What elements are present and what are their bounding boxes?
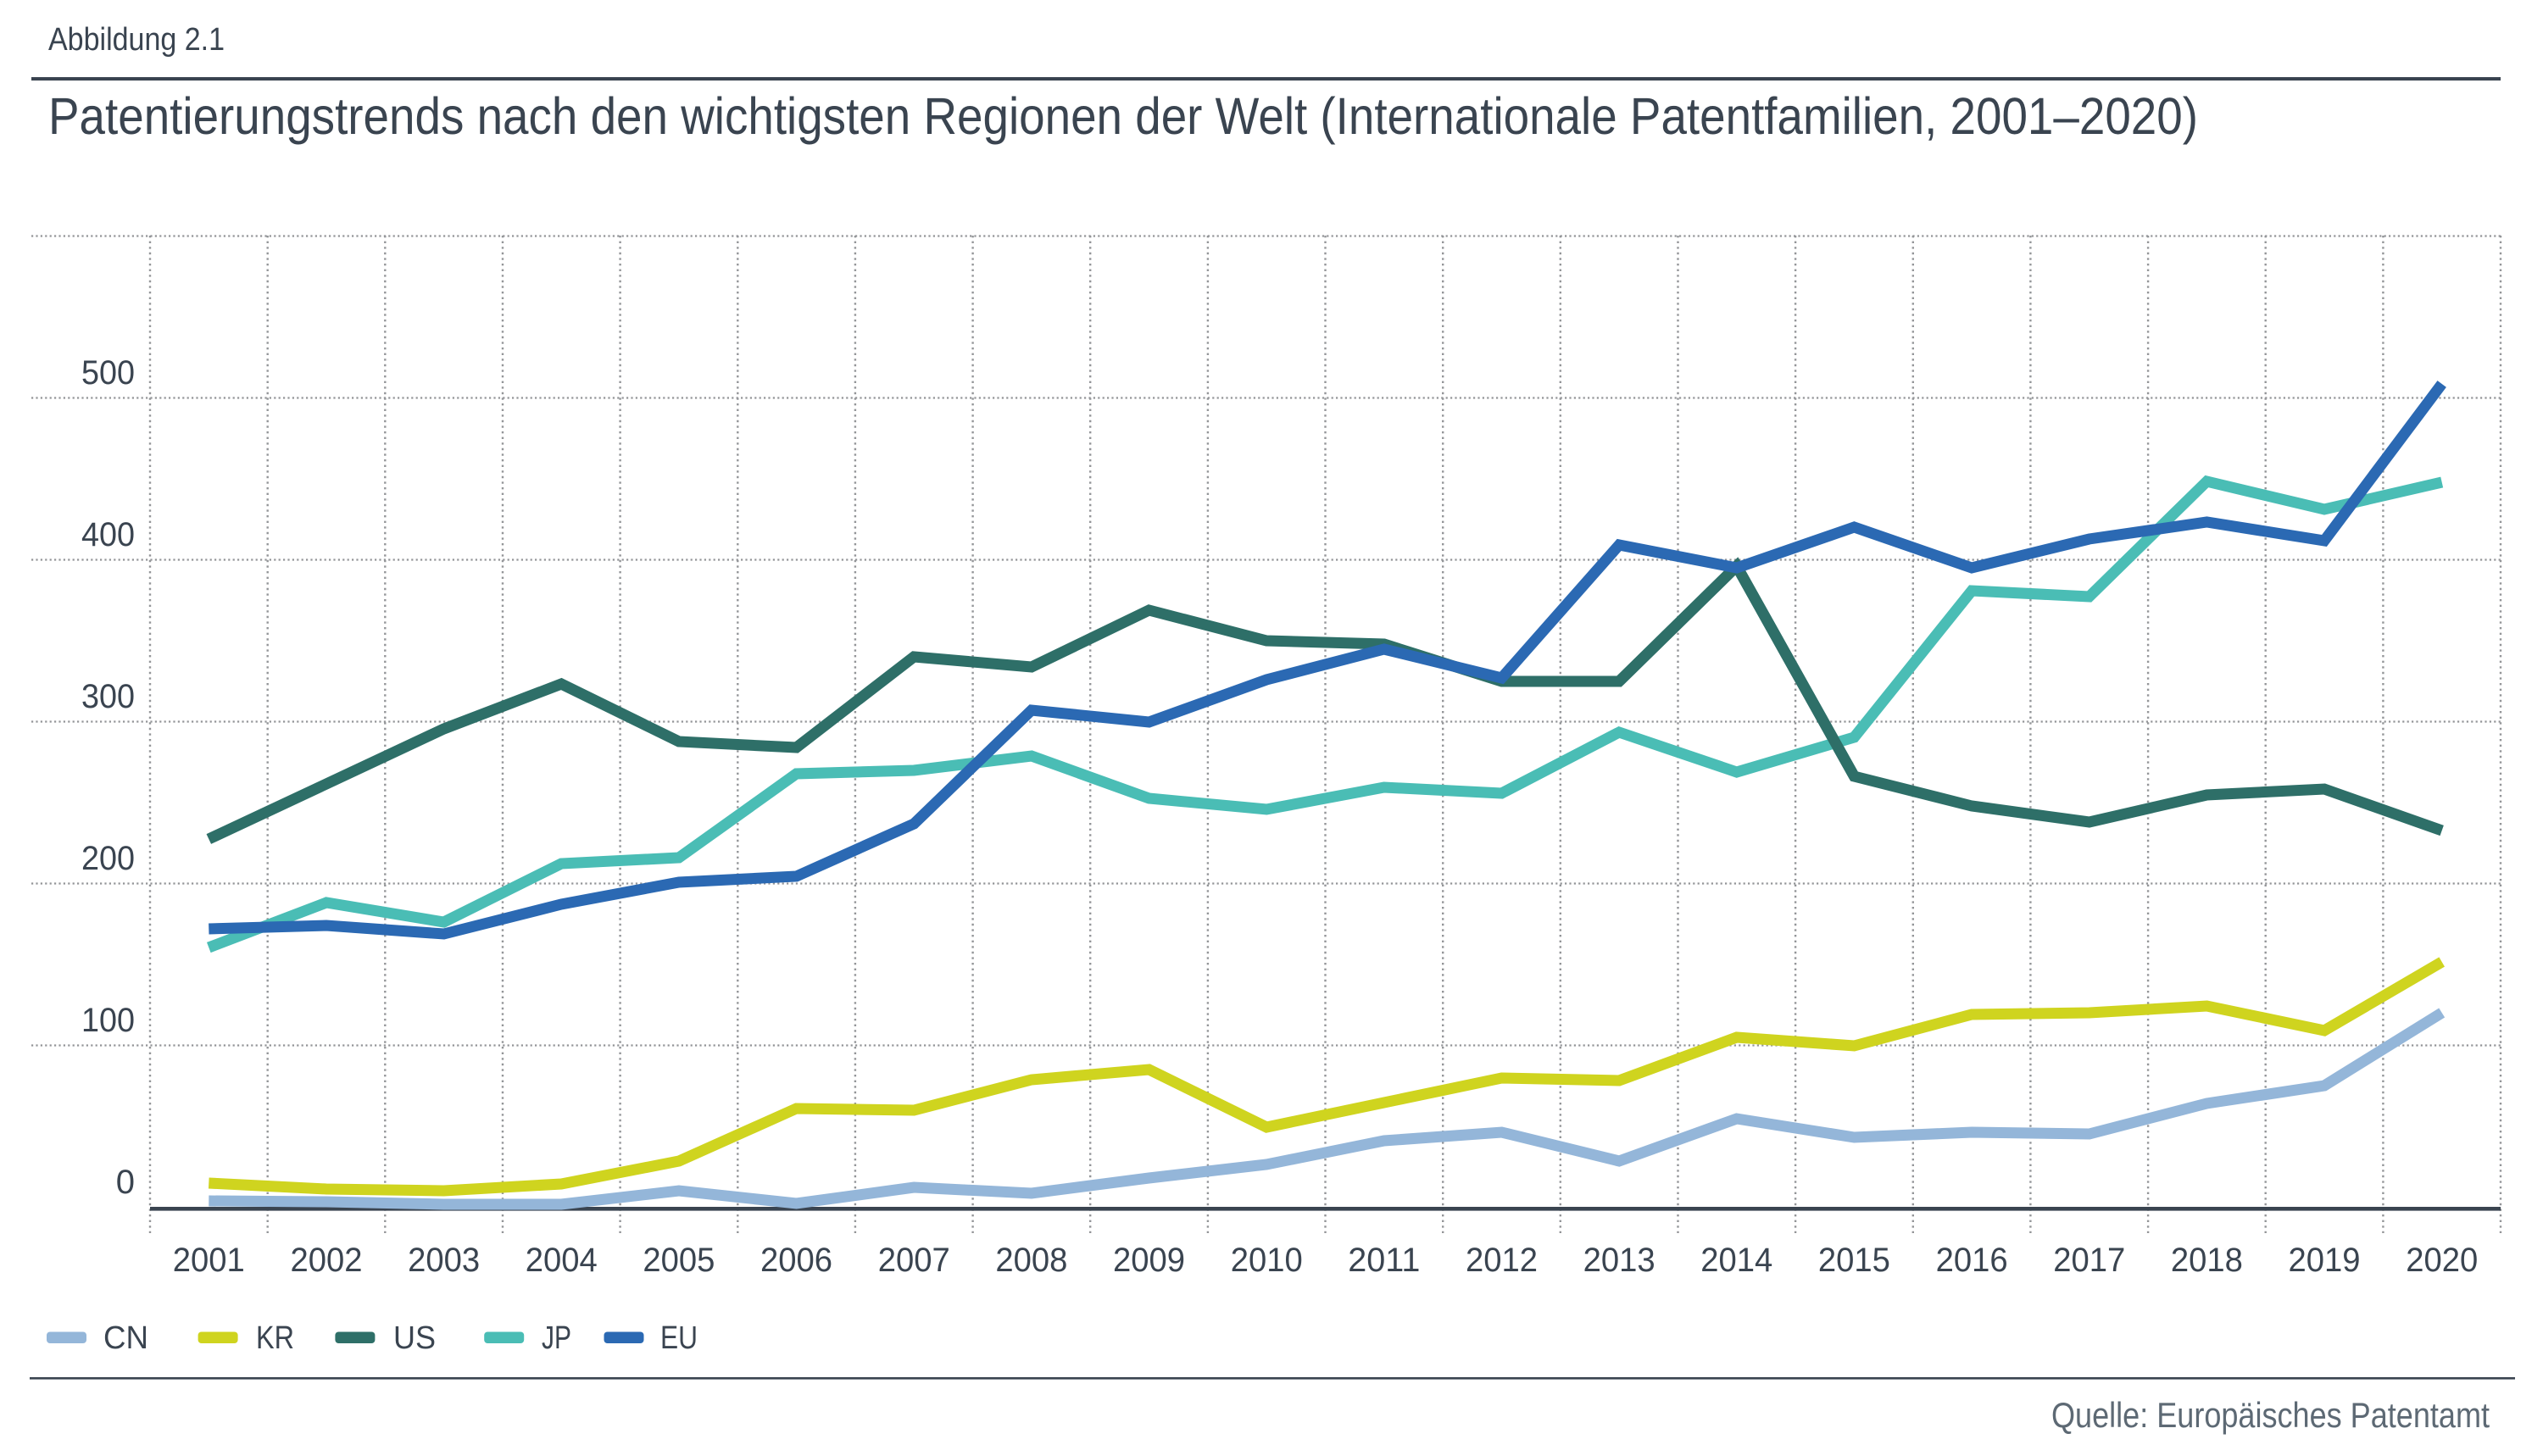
- svg-text:200: 200: [81, 840, 135, 877]
- svg-text:2001: 2001: [173, 1242, 245, 1279]
- svg-text:Patentierungstrends nach den w: Patentierungstrends nach den wichtigsten…: [48, 87, 2198, 145]
- svg-text:500: 500: [81, 354, 135, 392]
- svg-text:2013: 2013: [1583, 1242, 1655, 1279]
- svg-text:JP: JP: [542, 1320, 571, 1356]
- svg-text:2020: 2020: [2406, 1242, 2478, 1279]
- svg-text:2006: 2006: [760, 1242, 832, 1279]
- svg-text:2009: 2009: [1113, 1242, 1185, 1279]
- svg-text:400: 400: [81, 516, 135, 553]
- svg-text:2015: 2015: [1818, 1242, 1890, 1279]
- svg-text:2004: 2004: [526, 1242, 598, 1279]
- svg-text:2018: 2018: [2171, 1242, 2243, 1279]
- svg-text:US: US: [393, 1320, 436, 1356]
- svg-text:CN: CN: [103, 1320, 148, 1356]
- svg-text:0: 0: [116, 1164, 135, 1201]
- svg-text:2005: 2005: [643, 1242, 715, 1279]
- svg-text:2007: 2007: [878, 1242, 950, 1279]
- svg-text:2010: 2010: [1231, 1242, 1303, 1279]
- svg-text:100: 100: [81, 1002, 135, 1039]
- svg-text:2016: 2016: [1936, 1242, 2008, 1279]
- svg-text:EU: EU: [660, 1320, 698, 1356]
- svg-text:2003: 2003: [408, 1242, 480, 1279]
- svg-text:Quelle: Europäisches Patentamt: Quelle: Europäisches Patentamt: [2051, 1395, 2490, 1435]
- svg-text:2019: 2019: [2289, 1242, 2361, 1279]
- svg-text:2002: 2002: [291, 1242, 363, 1279]
- svg-text:KR: KR: [256, 1320, 294, 1356]
- svg-text:2011: 2011: [1348, 1242, 1420, 1279]
- svg-text:2014: 2014: [1700, 1242, 1772, 1279]
- svg-text:2017: 2017: [2053, 1242, 2125, 1279]
- svg-text:2012: 2012: [1466, 1242, 1538, 1279]
- svg-text:2008: 2008: [995, 1242, 1067, 1279]
- svg-text:Abbildung 2.1: Abbildung 2.1: [48, 22, 225, 58]
- svg-text:300: 300: [81, 678, 135, 715]
